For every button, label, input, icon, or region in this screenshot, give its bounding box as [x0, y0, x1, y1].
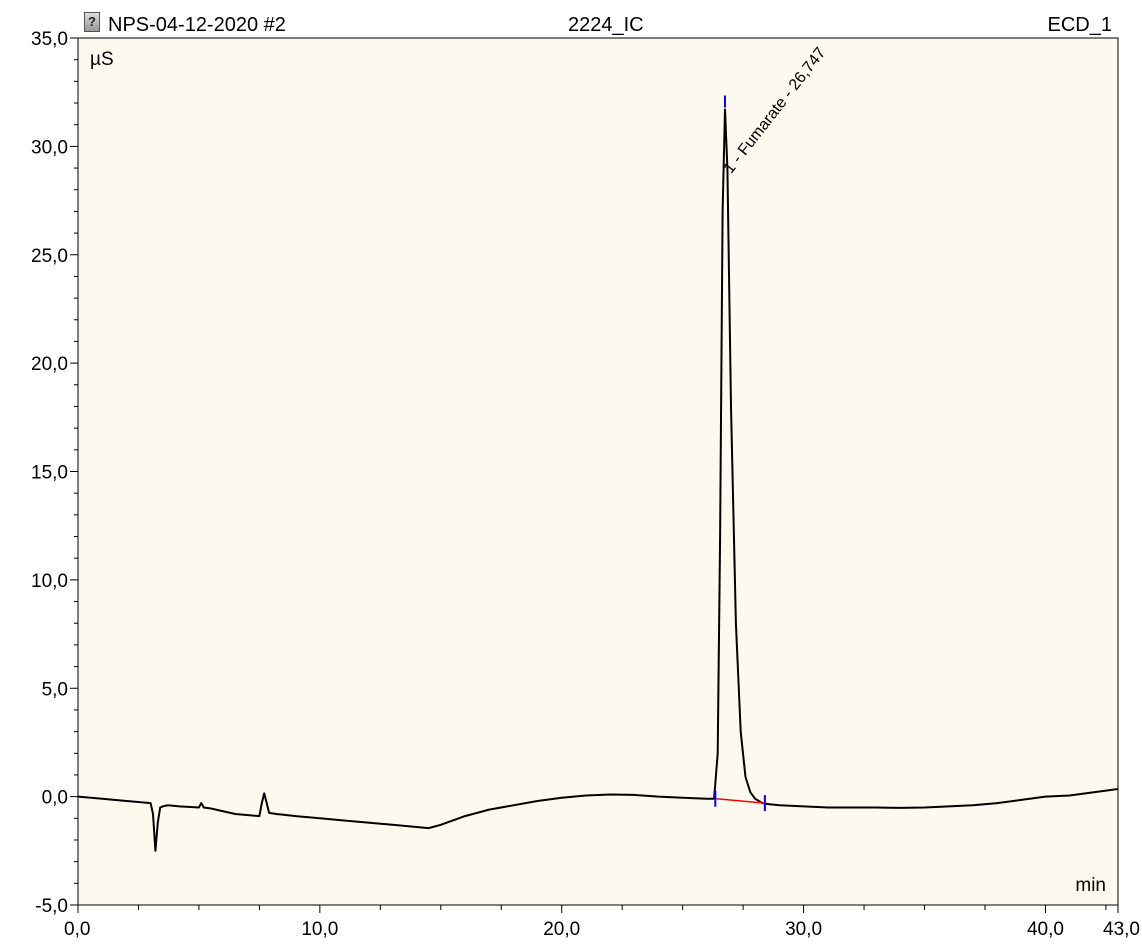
- vial-icon: [84, 12, 100, 32]
- x-tick-label: 20,0: [543, 919, 580, 940]
- y-tick-label: 20,0: [31, 354, 68, 375]
- x-tick-label: 10,0: [301, 919, 338, 940]
- y-tick-label: 0,0: [42, 788, 68, 809]
- sample-name: NPS-04-12-2020 #2: [108, 14, 286, 36]
- y-tick-label: -5,0: [35, 896, 68, 917]
- x-axis-label: min: [1075, 875, 1106, 896]
- x-tick-label: 43,0: [1103, 919, 1140, 940]
- y-tick-label: 25,0: [31, 246, 68, 267]
- y-axis-label: µS: [90, 49, 114, 70]
- y-tick-label: 10,0: [31, 571, 68, 592]
- integration-baseline: [716, 798, 765, 804]
- x-tick-label: 40,0: [1027, 919, 1064, 940]
- y-tick-label: 5,0: [42, 679, 68, 700]
- y-tick-label: 15,0: [31, 463, 68, 484]
- y-tick-label: 35,0: [31, 29, 68, 50]
- chromatogram-trace: [77, 108, 1119, 852]
- sequence-name: 2224_IC: [568, 14, 644, 36]
- x-tick-label: 0,0: [64, 919, 90, 940]
- channel-name: ECD_1: [1047, 14, 1112, 36]
- y-tick-label: 30,0: [31, 137, 68, 158]
- x-tick-label: 30,0: [785, 919, 822, 940]
- plot-area: [77, 37, 1119, 906]
